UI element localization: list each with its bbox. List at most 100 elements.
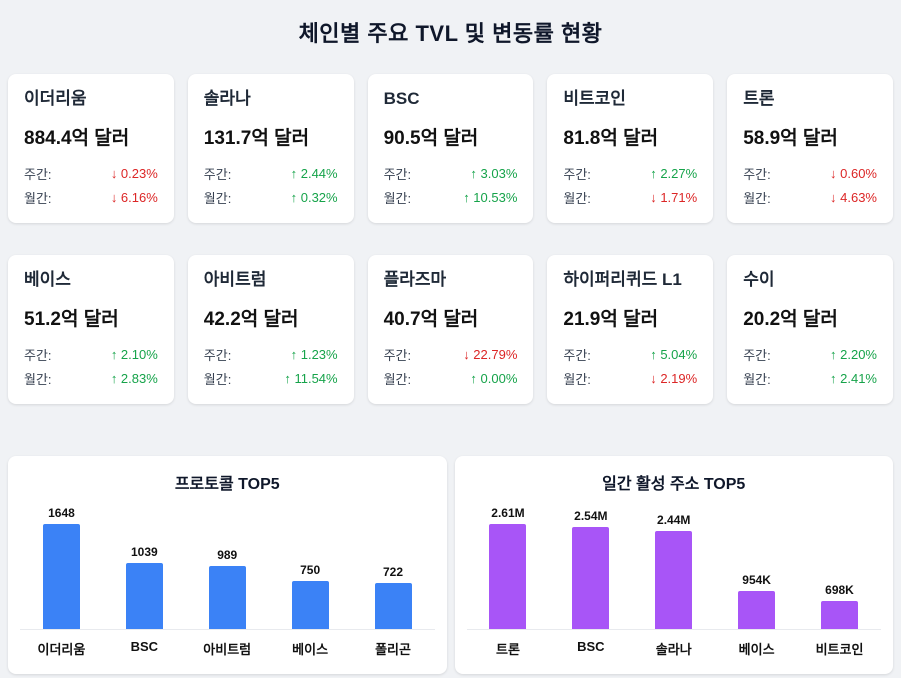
cards-grid: 이더리움 884.4억 달러 주간: ↓ 0.23% 월간: ↓ 6.16% 솔…: [8, 74, 893, 404]
chain-tvl: 51.2억 달러: [24, 308, 119, 330]
bar-column: 954K: [715, 573, 798, 629]
monthly-value: ↓ 4.63%: [830, 189, 877, 205]
monthly-label: 월간:: [743, 190, 771, 206]
monthly-row: 월간: ↑ 0.32%: [204, 188, 338, 207]
weekly-value: ↑ 2.44%: [290, 165, 338, 181]
bar-column: 989: [186, 548, 269, 629]
chain-card: 아비트럼 42.2억 달러 주간: ↑ 1.23% 월간: ↑ 11.54%: [187, 254, 354, 404]
monthly-label: 월간:: [563, 190, 591, 206]
bar-column: 750: [269, 563, 352, 629]
bar-category-label: 아비트럼: [203, 641, 252, 657]
monthly-row: 월간: ↑ 2.83%: [24, 369, 158, 388]
active-address-top5-panel: 일간 활성 주소 TOP5 2.61M 2.54M 2.44M 954K 698K 트론 B…: [454, 455, 893, 674]
bar-value-label: 1039: [130, 544, 158, 559]
weekly-label: 주간:: [743, 166, 771, 182]
chain-name: 플라즈마: [383, 269, 447, 289]
chain-card: 비트코인 81.8억 달러 주간: ↑ 2.27% 월간: ↓ 1.71%: [547, 74, 714, 223]
monthly-value: ↓ 1.71%: [650, 189, 698, 205]
chain-tvl: 81.8억 달러: [563, 127, 659, 149]
chain-name: 솔라나: [203, 89, 251, 108]
weekly-value: ↓ 0.60%: [830, 165, 877, 181]
monthly-label: 월간:: [24, 371, 52, 387]
weekly-row: 주간: ↑ 2.10%: [24, 345, 158, 364]
weekly-label: 주간:: [24, 166, 52, 182]
chain-name: BSC: [383, 89, 420, 108]
weekly-value: ↓ 0.23%: [110, 165, 158, 181]
chain-name: 이더리움: [24, 89, 87, 108]
chain-tvl: 20.2억 달러: [743, 308, 838, 330]
chain-tvl: 131.7억 달러: [203, 127, 310, 149]
monthly-label: 월간:: [563, 371, 591, 387]
bar: [374, 582, 412, 629]
chain-card: 솔라나 131.7억 달러 주간: ↑ 2.44% 월간: ↑ 0.32%: [187, 74, 354, 223]
bar-category-label: 이더리움: [37, 641, 86, 657]
chain-name: 아비트럼: [203, 269, 267, 289]
active-address-top5-title: 일간 활성 주소 TOP5: [602, 475, 746, 493]
bar-value-label: 2.61M: [491, 505, 525, 520]
chain-card: 트론 58.9억 달러 주간: ↓ 0.60% 월간: ↓ 4.63%: [727, 74, 893, 223]
protocol-top5-panel: 프로토콜 TOP5 1648 1039 989 750 722 이더리움 BSC 아비트럼 베이…: [8, 455, 447, 674]
category-labels-row: 트론 BSC 솔라나 베이스 비트코인: [467, 630, 882, 658]
category-labels-row: 이더리움 BSC 아비트럼 베이스 폴리곤: [20, 630, 435, 658]
chain-name: 트론: [743, 89, 775, 108]
chain-name: 비트코인: [563, 89, 626, 108]
chain-tvl: 40.7억 달러: [383, 308, 479, 330]
chain-card: 베이스 51.2억 달러 주간: ↑ 2.10% 월간: ↑ 2.83%: [8, 254, 174, 404]
bar-value-label: 722: [382, 564, 404, 579]
weekly-label: 주간:: [203, 347, 232, 363]
bar-column: 2.44M: [632, 513, 715, 629]
weekly-row: 주간: ↑ 2.20%: [743, 345, 877, 364]
chain-tvl: 42.2억 달러: [203, 308, 299, 330]
bar-value-label: 989: [217, 547, 238, 562]
monthly-row: 월간: ↑ 11.54%: [204, 369, 338, 388]
weekly-value: ↑ 2.20%: [830, 346, 877, 362]
bar-column: 2.61M: [467, 506, 550, 629]
weekly-row: 주간: ↑ 1.23%: [204, 345, 338, 364]
bar: [821, 600, 858, 629]
bar-category-label: BSC: [130, 638, 159, 654]
chain-tvl: 90.5억 달러: [383, 127, 479, 149]
bar-value-label: 750: [300, 562, 321, 577]
monthly-label: 월간:: [203, 190, 232, 206]
weekly-label: 주간:: [203, 166, 232, 182]
weekly-label: 주간:: [383, 166, 412, 182]
weekly-row: 주간: ↓ 22.79%: [384, 345, 518, 364]
monthly-row: 월간: ↓ 4.63%: [743, 188, 877, 207]
page-title: 체인별 주요 TVL 및 변동률 현황: [298, 21, 603, 46]
weekly-label: 주간:: [563, 347, 591, 363]
monthly-label: 월간:: [383, 371, 412, 387]
bar-value-label: 2.54M: [574, 508, 608, 523]
weekly-label: 주간:: [563, 166, 591, 182]
monthly-value: ↑ 11.54%: [284, 370, 338, 386]
weekly-label: 주간:: [383, 347, 412, 363]
monthly-value: ↑ 0.32%: [290, 189, 338, 205]
monthly-row: 월간: ↑ 2.41%: [743, 369, 877, 388]
bar-category-label: 트론: [495, 641, 520, 657]
chain-card: BSC 90.5억 달러 주간: ↑ 3.03% 월간: ↑ 10.53%: [367, 74, 534, 223]
bar: [655, 530, 693, 629]
bars-row: 1648 1039 989 750 722: [20, 500, 435, 630]
bar-category-label: 폴리곤: [375, 641, 411, 657]
bar: [208, 565, 246, 629]
chain-name: 하이퍼리퀴드 L1: [563, 269, 682, 289]
bar-value-label: 1648: [48, 505, 75, 520]
bar-column: 698K: [798, 583, 881, 629]
weekly-label: 주간:: [743, 347, 771, 363]
monthly-value: ↑ 2.41%: [830, 370, 877, 386]
bar-column: 1648: [20, 506, 103, 629]
bar: [738, 590, 776, 629]
monthly-value: ↑ 0.00%: [470, 370, 518, 386]
protocol-top5-chart: 1648 1039 989 750 722 이더리움 BSC 아비트럼 베이스 폴리곤: [20, 500, 435, 658]
monthly-label: 월간:: [743, 371, 771, 387]
bar-category-label: 솔라나: [655, 641, 692, 657]
monthly-value: ↓ 6.16%: [110, 189, 158, 205]
weekly-value: ↑ 5.04%: [650, 346, 698, 362]
weekly-value: ↑ 3.03%: [470, 165, 518, 181]
monthly-value: ↑ 2.83%: [110, 370, 158, 386]
bar-column: 722: [352, 565, 435, 629]
bar: [489, 523, 527, 629]
monthly-label: 월간:: [203, 371, 232, 387]
bar: [125, 562, 163, 629]
weekly-label: 주간:: [24, 347, 52, 363]
